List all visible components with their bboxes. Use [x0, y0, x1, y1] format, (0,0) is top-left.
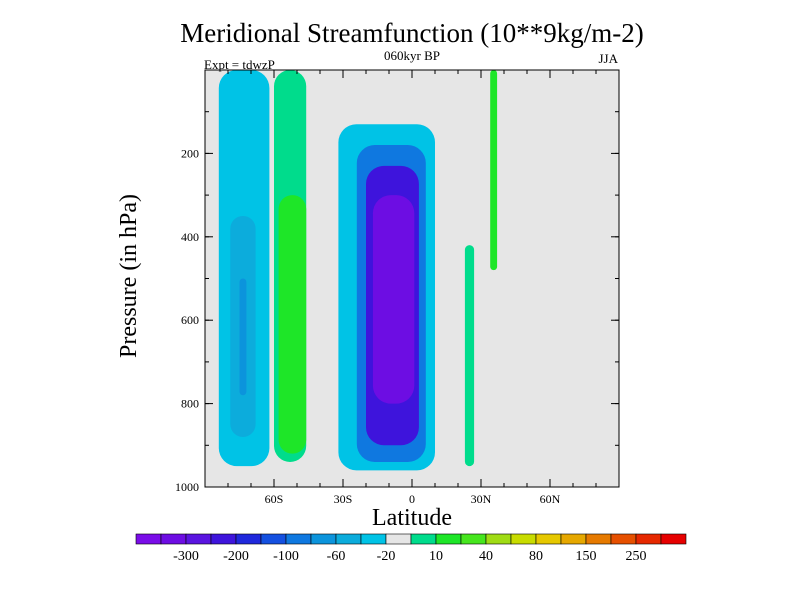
colorbar-swatch	[435, 533, 462, 545]
y-tick-labels: 200 400 600 800 1000	[175, 146, 199, 494]
chart-subtitle-center: 060kyr BP	[384, 48, 440, 63]
colorbar-swatch	[360, 533, 387, 545]
colorbar-swatch	[185, 533, 212, 545]
contour-fields	[218, 70, 498, 471]
y-tick-label: 800	[181, 397, 199, 411]
colorbar-swatch	[135, 533, 162, 545]
colorbar-swatch	[560, 533, 587, 545]
colorbar-labels: -300 -200 -100 -60 -20 10 40 80 150 250	[173, 549, 646, 564]
colorbar-swatch	[260, 533, 287, 545]
colorbar-label: 250	[626, 549, 647, 564]
x-tick-label: 30S	[334, 492, 353, 506]
colorbar-swatch	[585, 533, 612, 545]
x-tick-labels: 60S 30S 0 30N 60N	[265, 492, 561, 506]
colorbar-swatch	[385, 533, 412, 545]
colorbar	[135, 533, 687, 545]
x-tick-label: 60S	[265, 492, 284, 506]
colorbar-swatch	[485, 533, 512, 545]
colorbar-label: 80	[529, 549, 543, 564]
colorbar-label: -200	[223, 549, 249, 564]
colorbar-swatch	[210, 533, 237, 545]
colorbar-swatch	[635, 533, 662, 545]
chart-subtitle-right: JJA	[598, 51, 618, 66]
colorbar-swatch	[160, 533, 187, 545]
y-tick-label: 600	[181, 313, 199, 327]
contour-field-southern-polar-cell-core-inner	[239, 278, 247, 396]
y-tick-label: 200	[181, 146, 199, 160]
contour-field-southern-ferrel-cell	[278, 195, 307, 454]
plot-area	[204, 69, 620, 488]
y-axis-title: Pressure (in hPa)	[116, 194, 142, 358]
chart-title: Meridional Streamfunction (10**9kg/m-2)	[180, 18, 643, 48]
contour-field-northern-upper-streak	[490, 70, 498, 271]
x-tick-label: 60N	[540, 492, 561, 506]
chart-subtitle-left: Expt = tdwzP	[204, 57, 275, 72]
colorbar-swatch	[610, 533, 637, 545]
x-axis-title: Latitude	[372, 505, 452, 531]
colorbar-swatch	[460, 533, 487, 545]
colorbar-label: 40	[479, 549, 493, 564]
colorbar-swatch	[410, 533, 437, 545]
y-tick-label: 1000	[175, 480, 199, 494]
colorbar-swatch	[660, 533, 687, 545]
y-tick-label: 400	[181, 230, 199, 244]
colorbar-swatch	[510, 533, 537, 545]
axis-ticks	[205, 70, 619, 488]
colorbar-swatch	[310, 533, 337, 545]
colorbar-label: -20	[377, 549, 396, 564]
colorbar-label: -100	[273, 549, 299, 564]
colorbar-swatch	[235, 533, 262, 545]
colorbar-label: 150	[576, 549, 597, 564]
colorbar-swatch	[285, 533, 312, 545]
colorbar-label: 10	[429, 549, 443, 564]
contour-field-hadley-cell-max	[372, 195, 415, 404]
colorbar-label: -300	[173, 549, 199, 564]
colorbar-swatch	[535, 533, 562, 545]
colorbar-swatch	[335, 533, 362, 545]
x-tick-label: 0	[409, 492, 415, 506]
contour-field-northern-cell-streak	[464, 245, 475, 467]
x-tick-label: 30N	[471, 492, 492, 506]
colorbar-label: -60	[327, 549, 346, 564]
